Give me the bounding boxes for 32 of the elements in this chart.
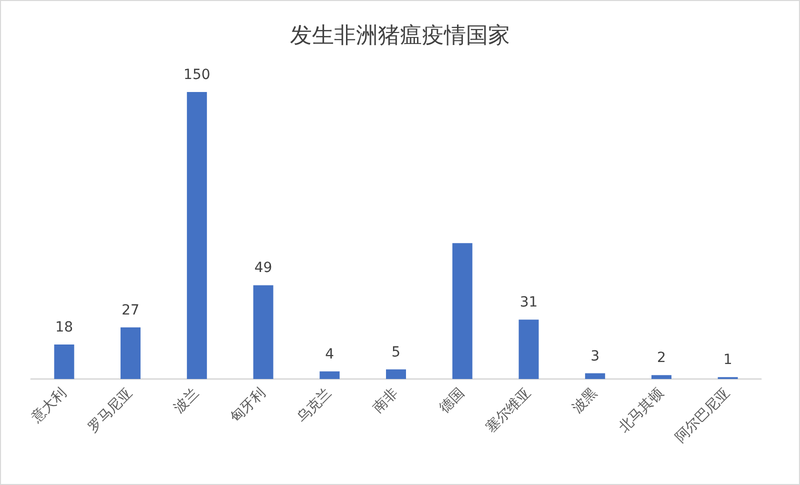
bar [320,371,340,379]
data-label: 5 [392,344,400,360]
data-label: 18 [55,320,74,336]
x-tick-label: 南非 [370,384,402,416]
x-tick-label: 罗马尼亚 [86,386,136,436]
bar [54,344,74,379]
x-tick-label: 意大利 [28,384,70,427]
data-label: 1 [723,352,732,368]
data-label: 27 [122,302,140,318]
bar [651,375,672,379]
bar [452,243,472,379]
x-tick-label: 德国 [436,384,468,416]
data-label: 3 [590,348,600,364]
x-tick-label: 塞尔维亚 [483,384,534,436]
data-label: 150 [184,67,210,83]
data-label: 4 [325,346,334,362]
x-tick-label: 阿尔巴尼亚 [672,384,734,446]
bar [386,369,406,379]
x-tick-label: 波黑 [569,384,600,416]
bar [518,320,539,379]
x-tick-label: 北马其顿 [616,384,667,436]
bar [120,327,141,379]
x-tick-label: 波兰 [171,384,202,416]
chart-title: 发生非洲猪瘟疫情国家 [290,22,510,48]
x-tick-label: 匈牙利 [228,384,269,426]
bar [585,373,606,379]
data-label: 31 [520,294,538,311]
data-label: 2 [656,350,666,366]
bar [253,285,274,379]
bar [186,92,207,379]
x-tick-label: 乌克兰 [294,384,335,426]
data-label: 49 [254,260,272,276]
